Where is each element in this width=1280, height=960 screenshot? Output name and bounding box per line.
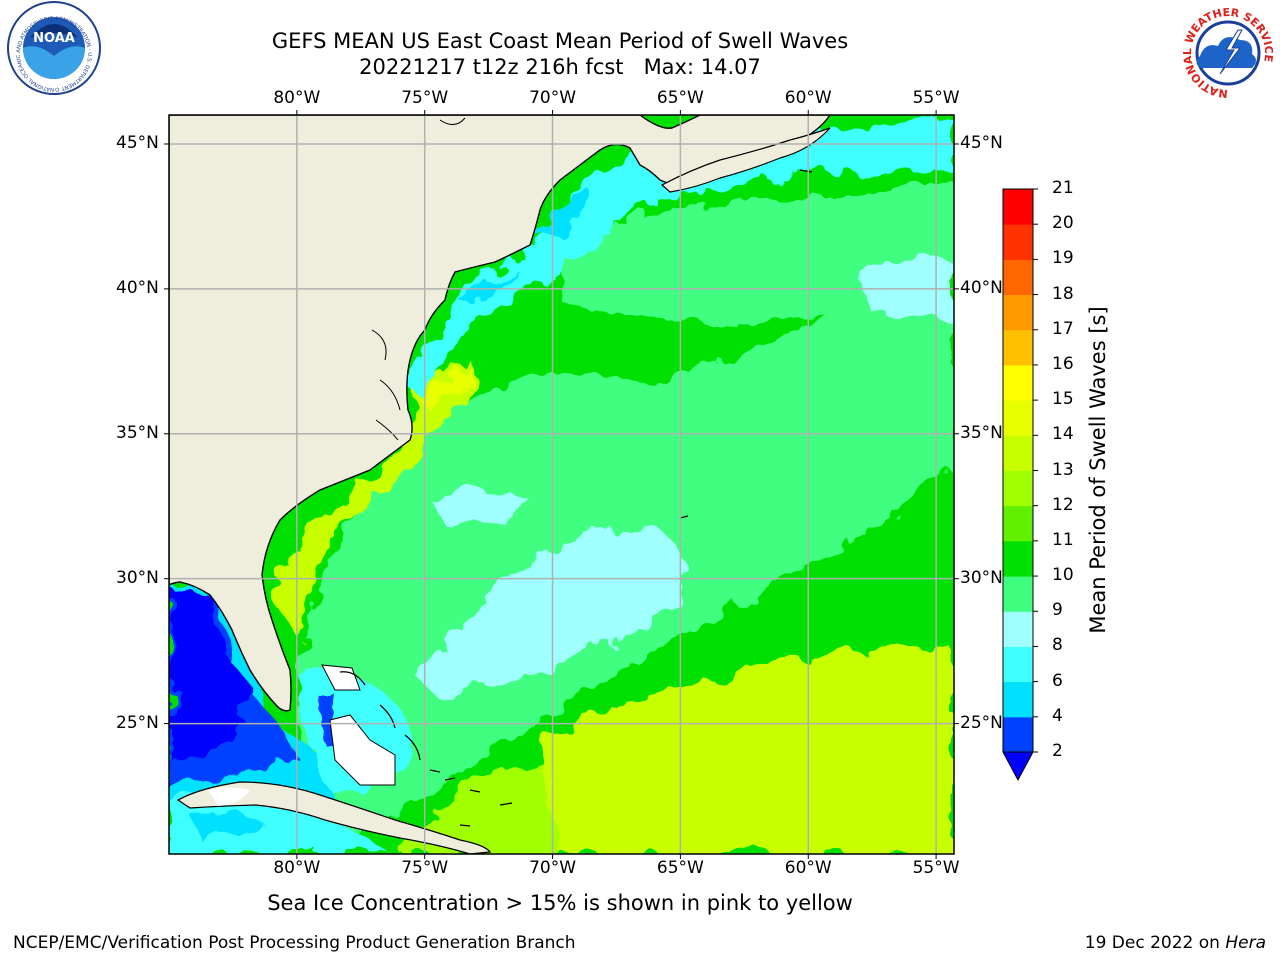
colorbar-segment [1003, 259, 1033, 296]
colorbar-tick-label: 4 [1052, 705, 1063, 726]
map-gridlines [169, 115, 954, 854]
colorbar-tick-label: 18 [1052, 283, 1074, 304]
lon-tick-label-top: 55°W [912, 88, 960, 108]
lon-tick-label-bottom: 75°W [401, 858, 449, 878]
lon-tick-label-bottom: 70°W [529, 858, 577, 878]
colorbar-tick-label: 2 [1052, 741, 1063, 761]
lat-tick-label-left: 35°N [116, 422, 159, 443]
date-stamp: 19 Dec 2022 on Hera [1085, 933, 1266, 953]
lat-tick-label-left: 45°N [116, 132, 159, 153]
lat-tick-label-left: 30°N [116, 567, 159, 588]
colorbar-tick-label: 15 [1052, 389, 1074, 410]
lat-tick-label-left: 40°N [116, 277, 159, 298]
machine-name: Hera [1225, 933, 1266, 953]
nws-logo-icon: NATIONAL WEATHER SERVICE [1181, 6, 1275, 100]
colorbar-label: Mean Period of Swell Waves [s] [1086, 306, 1110, 634]
colorbar-segment [1003, 681, 1033, 718]
colorbar-tick-label: 21 [1052, 178, 1074, 198]
lon-tick-label-bottom: 65°W [656, 858, 704, 878]
colorbar-segment [1003, 470, 1033, 507]
colorbar-tick-label: 19 [1052, 248, 1074, 269]
colorbar-tick-label: 10 [1052, 565, 1074, 586]
colorbar-segment [1003, 329, 1033, 366]
colorbar-tick-label: 17 [1052, 318, 1074, 339]
colorbar-segment [1003, 540, 1033, 577]
lat-tick-label-right: 25°N [960, 712, 1003, 733]
credit-text: NCEP/EMC/Verification Post Processing Pr… [13, 933, 576, 953]
date-text: 19 Dec 2022 on [1084, 933, 1226, 953]
colorbar-segment [1003, 294, 1033, 331]
colorbar-segment [1003, 435, 1033, 471]
island-outlines [339, 169, 813, 827]
colorbar-tick-label: 9 [1052, 600, 1063, 621]
lon-tick-label-bottom: 60°W [784, 858, 832, 878]
colorbar-tick-label: 11 [1052, 529, 1074, 550]
lat-tick-label-right: 45°N [960, 132, 1003, 153]
colorbar-tick-label: 14 [1052, 424, 1074, 445]
lon-tick-label-top: 75°W [401, 88, 449, 108]
colorbar-segment [1003, 400, 1033, 436]
colorbar-segment [1003, 224, 1033, 260]
colorbar [1002, 188, 1038, 782]
lon-tick-label-bottom: 55°W [912, 858, 960, 878]
colorbar-tick-label: 20 [1052, 213, 1074, 234]
lat-tick-label-right: 30°N [960, 567, 1003, 588]
chart-title: GEFS MEAN US East Coast Mean Period of S… [271, 29, 849, 53]
colorbar-segment [1003, 646, 1033, 683]
colorbar-segment [1003, 716, 1033, 753]
lon-tick-label-top: 80°W [273, 88, 321, 108]
colorbar-segment [1003, 576, 1033, 612]
lat-tick-label-right: 35°N [960, 422, 1003, 443]
colorbar-tick-label: 13 [1052, 459, 1074, 480]
colorbar-tick-label: 6 [1052, 670, 1063, 691]
colorbar-segment [1003, 364, 1033, 401]
noaa-logo-text: NOAA [33, 31, 75, 46]
land-cuba [176, 781, 492, 854]
lon-tick-label-top: 65°W [656, 88, 704, 108]
colorbar-segment [1003, 505, 1033, 542]
lon-tick-label-top: 60°W [784, 88, 832, 108]
colorbar-extend-arrow [1002, 751, 1034, 782]
map-frame [168, 114, 955, 855]
colorbar-tick-label: 12 [1052, 494, 1074, 515]
lat-tick-label-left: 25°N [116, 712, 159, 733]
sea-ice-note: Sea Ice Concentration > 15% is shown in … [267, 891, 853, 915]
lat-tick-label-right: 40°N [960, 277, 1003, 298]
lon-tick-label-bottom: 80°W [273, 858, 321, 878]
colorbar-tick-label: 16 [1052, 353, 1074, 374]
colorbar-segment [1003, 189, 1033, 225]
colorbar-tick-label: 8 [1052, 635, 1063, 656]
lon-tick-label-top: 70°W [529, 88, 577, 108]
chart-subtitle: 20221217 t12z 216h fcst Max: 14.07 [359, 55, 761, 79]
colorbar-segment [1003, 611, 1033, 647]
swell-period-field [169, 118, 954, 854]
